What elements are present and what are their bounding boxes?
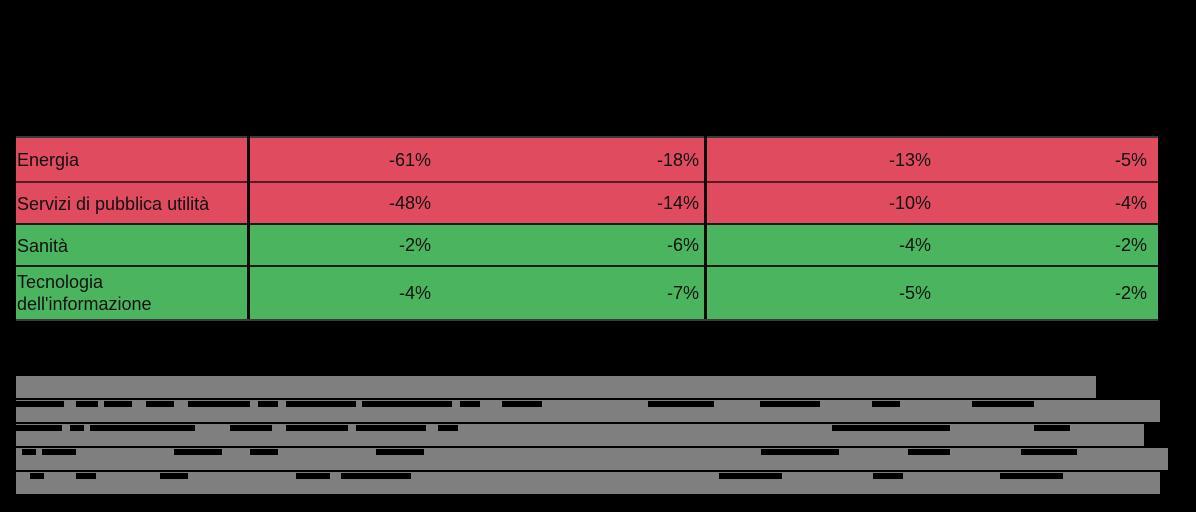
column-separator: [704, 136, 707, 319]
value-col-1: -61%: [388, 149, 431, 170]
value-col-4: -5%: [1114, 149, 1147, 170]
value-col-3: -10%: [888, 193, 931, 213]
table-bottom-border: [16, 319, 1158, 321]
redacted-line-1: [16, 376, 1096, 398]
value-col-4: -2%: [1114, 235, 1147, 255]
table-row-servizi: Servizi di pubblica utilità -48% -14% -1…: [16, 183, 1158, 224]
row-divider: [16, 181, 1158, 183]
column-separator: [247, 136, 250, 319]
value-col-3: -13%: [888, 149, 931, 170]
value-col-1: -2%: [398, 235, 431, 255]
value-col-2: -14%: [656, 193, 699, 213]
value-col-3: -5%: [898, 282, 931, 303]
table-row-energia: Energia -61% -18% -13% -5%: [16, 138, 1158, 182]
value-col-4: -4%: [1114, 193, 1147, 213]
row-label: Tecnologia dell'informazione: [16, 267, 248, 319]
row-label-line-2: dell'informazione: [17, 294, 152, 314]
table-row-sanita: Sanità -2% -6% -4% -2%: [16, 225, 1158, 266]
value-col-2: -6%: [666, 235, 699, 255]
row-divider: [16, 265, 1158, 267]
value-col-2: -7%: [666, 282, 699, 303]
row-label: Energia: [17, 150, 80, 170]
table-row-tecnologia: Tecnologia dell'informazione -4% -7% -5%…: [16, 267, 1158, 319]
row-divider: [16, 223, 1158, 225]
value-col-2: -18%: [656, 149, 699, 170]
redacted-line-4: [16, 448, 1168, 470]
value-col-4: -2%: [1114, 282, 1147, 303]
value-col-3: -4%: [898, 235, 931, 255]
row-label: Sanità: [17, 235, 69, 256]
row-label: Servizi di pubblica utilità: [17, 193, 210, 214]
row-label-line-1: Tecnologia: [17, 272, 104, 292]
value-col-1: -4%: [398, 282, 431, 303]
table-top-border: [16, 136, 1158, 138]
value-col-1: -48%: [388, 193, 431, 213]
